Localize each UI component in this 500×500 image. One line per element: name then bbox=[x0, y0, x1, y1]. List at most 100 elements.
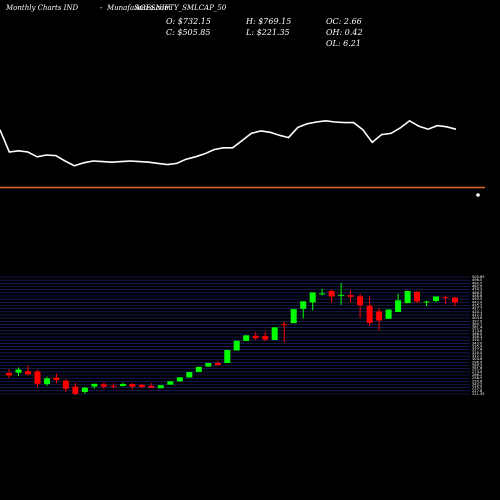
candle-body bbox=[271, 327, 278, 340]
y-tick-label: 412.3 bbox=[472, 313, 482, 317]
y-tick-label: 482.0 bbox=[472, 285, 483, 289]
left-label: Monthly Charts IND bbox=[6, 4, 79, 12]
candle-body bbox=[252, 335, 259, 339]
y-tick-label: 312.2 bbox=[472, 354, 482, 358]
stat-oh: OH: 0.42 bbox=[326, 28, 363, 37]
candle-body bbox=[442, 297, 449, 299]
candle-body bbox=[347, 295, 354, 297]
candle-body bbox=[376, 311, 383, 321]
stat-c: C: $505.85 bbox=[166, 28, 210, 37]
y-tick-label: 296.9 bbox=[472, 360, 483, 364]
price-grid bbox=[0, 276, 470, 395]
y-tick-label: 474.3 bbox=[472, 288, 482, 292]
y-tick-label: 404.6 bbox=[472, 316, 483, 320]
candle-body bbox=[138, 384, 145, 387]
candle-body bbox=[433, 296, 439, 301]
candle-body bbox=[281, 324, 288, 326]
stat-label: OL: bbox=[326, 39, 344, 48]
candle-body bbox=[186, 372, 193, 378]
candle-body bbox=[81, 387, 88, 392]
candle-body bbox=[53, 377, 60, 381]
y-tick-label: 221.35 bbox=[472, 392, 485, 396]
stat-label: C: bbox=[166, 28, 178, 37]
y-tick-label: 505.85 bbox=[472, 275, 485, 279]
y-tick-label: 381.4 bbox=[472, 326, 483, 330]
y-tick-label: 335.4 bbox=[472, 345, 483, 349]
y-tick-label: 427.7 bbox=[472, 307, 482, 311]
y-axis-labels: 505.85498.0490.5482.0474.3466.0458.6450.… bbox=[472, 275, 485, 396]
candle-body bbox=[25, 371, 31, 375]
candle-body bbox=[129, 384, 136, 387]
stat-value: $505.85 bbox=[177, 28, 211, 37]
y-tick-label: 304.6 bbox=[472, 357, 483, 361]
stat-label: L: bbox=[246, 28, 257, 37]
candle-body bbox=[357, 296, 364, 306]
y-tick-label: 498.0 bbox=[472, 278, 483, 282]
candle-body bbox=[224, 350, 231, 363]
y-tick-label: 373.8 bbox=[472, 329, 483, 333]
candle-body bbox=[414, 291, 420, 302]
candle-body bbox=[195, 366, 202, 372]
y-tick-label: 450.5 bbox=[472, 297, 482, 301]
candle-body bbox=[262, 336, 269, 340]
candle-body bbox=[395, 300, 402, 312]
y-tick-label: 466.0 bbox=[472, 291, 483, 295]
stat-oc: OC: 2.66 bbox=[326, 17, 362, 26]
candle-body bbox=[233, 340, 240, 351]
candle-body bbox=[452, 297, 458, 303]
stat-label: OC: bbox=[326, 17, 344, 26]
stat-value: $732.15 bbox=[177, 17, 211, 26]
candle-body bbox=[319, 293, 326, 295]
y-tick-label: 389.1 bbox=[472, 322, 482, 326]
y-tick-label: 250.8 bbox=[472, 379, 483, 383]
candle-body bbox=[119, 384, 126, 387]
candle-body bbox=[15, 369, 22, 373]
candle-body bbox=[243, 335, 250, 341]
candles-group bbox=[6, 283, 458, 396]
candle-body bbox=[110, 385, 117, 387]
candle-body bbox=[148, 385, 155, 388]
candle-body bbox=[157, 385, 164, 389]
y-tick-label: 243.2 bbox=[472, 383, 482, 387]
y-tick-label: 343.0 bbox=[472, 341, 483, 345]
candle-body bbox=[205, 363, 212, 367]
candle-body bbox=[176, 377, 183, 382]
y-tick-label: 366.0 bbox=[472, 332, 483, 336]
candle-body bbox=[366, 305, 373, 323]
stat-label: O: bbox=[166, 17, 178, 26]
candle-body bbox=[423, 301, 430, 303]
y-tick-label: 227.8 bbox=[472, 389, 483, 393]
stat-value: 6.21 bbox=[343, 39, 361, 48]
y-tick-label: 458.6 bbox=[472, 294, 483, 298]
candle-body bbox=[404, 291, 411, 304]
y-tick-label: 273.9 bbox=[472, 370, 483, 374]
y-tick-label: 490.5 bbox=[472, 281, 482, 285]
candle-body bbox=[214, 363, 221, 366]
site-title: MunafaSutra.com bbox=[107, 4, 171, 12]
candle-body bbox=[44, 378, 50, 385]
y-tick-label: 235.5 bbox=[472, 386, 482, 390]
candle-body bbox=[6, 373, 12, 376]
candle-body bbox=[328, 291, 335, 297]
line-end-marker bbox=[476, 193, 480, 197]
stat-value: 2.66 bbox=[343, 17, 362, 26]
ratio-line bbox=[0, 119, 457, 167]
y-tick-label: 435.2 bbox=[472, 304, 482, 308]
stat-o: O: $732.15 bbox=[166, 17, 211, 26]
y-tick-label: 266.2 bbox=[472, 373, 482, 377]
y-tick-label: 320.0 bbox=[472, 351, 483, 355]
stat-label: OH: bbox=[326, 28, 345, 37]
candle-body bbox=[100, 384, 107, 387]
stat-value: 0.42 bbox=[344, 28, 363, 37]
stat-value: $769.15 bbox=[258, 17, 292, 26]
candle-body bbox=[167, 381, 174, 385]
candle-body bbox=[338, 294, 345, 296]
y-tick-label: 397.0 bbox=[472, 319, 483, 323]
stat-ol: OL: 6.21 bbox=[326, 39, 361, 48]
candle-body bbox=[91, 383, 98, 387]
y-tick-label: 420.1 bbox=[472, 310, 482, 314]
stat-value: $221.35 bbox=[256, 28, 290, 37]
y-tick-label: 327.6 bbox=[472, 348, 483, 352]
y-tick-label: 258.5 bbox=[472, 376, 482, 380]
